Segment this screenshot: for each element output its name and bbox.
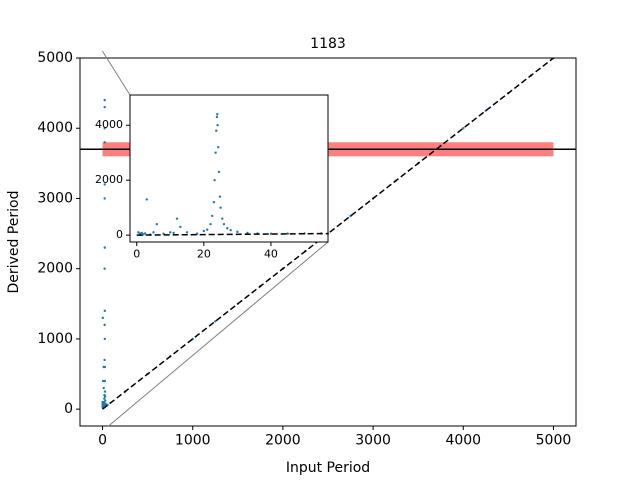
data-point <box>103 390 107 393</box>
data-point <box>103 141 106 144</box>
data-point <box>214 320 217 323</box>
data-point <box>103 379 107 383</box>
inset-frame <box>129 94 329 243</box>
data-point <box>216 113 219 116</box>
data-point <box>179 225 182 229</box>
y-tick-label: 4000 <box>95 118 123 131</box>
data-point <box>229 228 232 232</box>
data-point <box>103 358 106 362</box>
axes-frame <box>79 57 577 427</box>
y-tick-label: 1000 <box>37 331 73 347</box>
data-point <box>217 170 221 174</box>
data-point <box>103 395 107 398</box>
data-point <box>269 232 273 235</box>
x-tick-label: 4000 <box>445 432 481 448</box>
data-point <box>217 146 220 149</box>
data-point <box>209 222 212 226</box>
x-tick-label: 5000 <box>536 432 572 448</box>
chart-title: 1183 <box>310 36 346 52</box>
data-point <box>169 231 172 234</box>
data-point <box>216 124 219 127</box>
reference-line <box>102 58 554 410</box>
data-point <box>101 316 105 320</box>
data-point <box>103 323 106 327</box>
y-tick-label: 0 <box>64 401 73 417</box>
data-point <box>218 195 222 198</box>
y-tick-label: 2000 <box>95 173 123 186</box>
x-axis-label: Input Period <box>286 460 370 476</box>
y-axis-label: Derived Period <box>6 191 22 294</box>
data-point <box>172 231 175 235</box>
y-tick-label: 3000 <box>37 190 73 206</box>
data-point <box>143 232 147 235</box>
data-point <box>140 231 143 235</box>
data-point <box>175 217 179 220</box>
data-point <box>222 222 226 226</box>
data-point <box>103 127 106 130</box>
data-point <box>202 229 206 233</box>
data-point <box>103 98 106 102</box>
x-tick-label: 3000 <box>355 432 391 448</box>
data-point <box>102 386 105 390</box>
data-point <box>462 127 465 130</box>
data-point <box>103 309 106 313</box>
inset-plot-area <box>136 113 328 236</box>
connector <box>107 241 329 428</box>
x-tick-label: 0 <box>98 432 107 448</box>
connector <box>101 50 131 96</box>
x-tick-label: 40 <box>264 248 278 261</box>
data-point <box>103 267 106 270</box>
data-point <box>226 227 229 230</box>
data-point <box>215 129 218 132</box>
data-point <box>103 183 106 186</box>
data-point <box>103 397 106 400</box>
data-point <box>286 232 289 235</box>
x-tick-label: 20 <box>197 248 211 261</box>
data-point <box>103 197 106 200</box>
data-point <box>236 230 239 234</box>
data-point <box>103 337 107 341</box>
data-point <box>137 231 140 234</box>
y-tick-label: 0 <box>116 228 123 241</box>
data-point <box>145 198 148 201</box>
y-tick-label: 4000 <box>37 120 73 136</box>
data-point <box>219 206 222 209</box>
data-point <box>205 228 209 231</box>
x-tick-label: 0 <box>133 248 140 261</box>
data-point <box>213 178 216 182</box>
x-tick-label: 1000 <box>175 432 211 448</box>
data-point <box>212 200 216 204</box>
x-tick-label: 2000 <box>265 432 301 448</box>
data-point <box>221 217 224 220</box>
data-point <box>103 246 106 249</box>
y-tick-label: 2000 <box>37 261 73 277</box>
y-tick-label: 5000 <box>37 50 73 66</box>
data-point <box>215 115 219 119</box>
data-point <box>185 231 189 234</box>
data-point <box>152 231 155 234</box>
inset-bg <box>130 95 328 242</box>
data-point <box>104 399 107 402</box>
data-point <box>103 105 106 109</box>
data-point <box>155 222 159 226</box>
data-point <box>103 365 107 369</box>
data-point <box>211 214 214 218</box>
data-point <box>214 151 217 154</box>
